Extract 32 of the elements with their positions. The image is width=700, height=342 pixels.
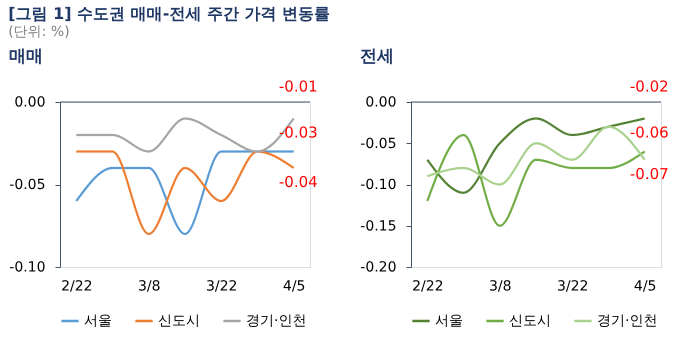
y-tick-label: -0.20	[360, 260, 396, 276]
legend-label: 경기·인천	[246, 313, 306, 329]
data-label: -0.02	[630, 78, 669, 96]
x-tick-label: 3/22	[206, 278, 238, 294]
data-label: -0.03	[278, 124, 318, 142]
x-tick-label: 3/22	[557, 278, 588, 294]
y-tick-label: -0.15	[360, 218, 396, 234]
legend-label: 신도시	[158, 313, 200, 329]
y-tick-label: 0.00	[365, 94, 396, 110]
legend-label: 경기·인천	[597, 313, 658, 329]
x-tick-label: 3/8	[489, 278, 512, 294]
x-tick-label: 3/8	[138, 278, 161, 294]
text: (단위: %)	[8, 24, 70, 40]
y-tick-label: 0.00	[14, 94, 46, 110]
text: [그림 1] 수도권 매매-전세 주간 가격 변동률	[8, 4, 330, 23]
x-tick-label: 2/22	[61, 278, 93, 294]
legend-label: 서울	[84, 313, 112, 329]
x-tick-label: 2/22	[412, 278, 444, 294]
y-tick-label: -0.10	[360, 177, 396, 193]
data-label: -0.04	[278, 173, 318, 191]
chart-title: 전세	[360, 46, 394, 66]
data-label: -0.06	[630, 124, 669, 142]
data-label: -0.01	[278, 78, 318, 96]
x-tick-label: 4/5	[634, 278, 656, 294]
y-tick-label: -0.05	[360, 136, 396, 152]
data-label: -0.07	[630, 164, 669, 183]
legend-label: 신도시	[509, 313, 551, 329]
y-tick-label: -0.05	[9, 177, 46, 193]
x-tick-label: 4/5	[282, 278, 306, 294]
y-tick-label: -0.10	[9, 260, 46, 276]
legend-label: 서울	[435, 313, 463, 329]
chart-title: 매매	[8, 46, 43, 66]
